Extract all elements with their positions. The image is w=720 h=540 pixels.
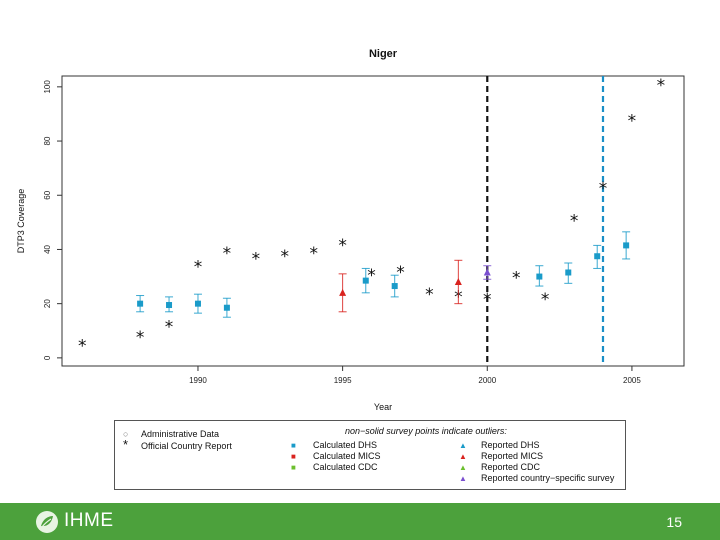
plot-frame [61,75,685,367]
data-point-star: * [512,269,521,289]
data-point-star: * [541,290,550,310]
page-number: 15 [666,514,682,530]
legend-symbol: * [123,437,129,452]
x-tick-label: 1995 [334,376,352,385]
legend-symbol: ■ [291,441,296,450]
legend-symbol: ▲ [459,452,467,461]
legend-symbol: ■ [291,463,296,472]
x-tick-label: 1990 [189,376,207,385]
data-point-star: * [367,266,376,286]
leaf-globe-icon-graphic [41,516,53,528]
data-point-square [194,300,201,307]
footer-bar: IHME 15 [0,503,720,540]
data-point-square [565,269,572,276]
legend-item-reported-cdc: ▲ Reported CDC [459,462,541,472]
legend-item-reported-dhs: ▲ Reported DHS [459,440,540,450]
y-axis-label: DTP3 Coverage [16,189,26,254]
x-tick-label: 2000 [478,376,496,385]
data-point-square [166,302,173,309]
data-point-square [362,277,369,284]
data-point-star: * [338,236,347,256]
data-point-star: * [396,263,405,283]
leaf-globe-icon [36,511,58,533]
data-point-star: * [483,290,492,310]
legend-item-calculated-dhs: ■ Calculated DHS [291,440,378,450]
x-tick-label: 2005 [623,376,641,385]
y-tick-label: 60 [43,190,52,199]
data-point-square [137,300,144,307]
legend-item-reported-country-specific-survey: ▲ Reported country−specific survey [459,473,615,483]
data-point-triangle [339,288,347,296]
data-point-square [391,283,398,290]
legend-title: non−solid survey points indicate outlier… [345,426,507,436]
data-point-star: * [309,244,318,264]
legend-symbol: ■ [291,452,296,461]
data-point-star: * [223,244,232,264]
legend-symbol: ○ [123,429,129,439]
data-point-star: * [252,250,261,270]
logo-text: IHME [64,510,114,531]
chart-title: Niger [369,48,398,60]
data-point-star: * [657,76,666,96]
data-point-star: * [628,111,637,131]
legend-symbol: ▲ [459,474,467,483]
legend-item-official-country-report: * Official Country Report [123,437,232,452]
data-point-star: * [281,247,290,267]
legend-symbol: ▲ [459,441,467,450]
y-tick-label: 20 [43,299,52,308]
data-point-square [594,253,601,260]
data-point-square [536,273,543,280]
y-tick-label: 40 [43,244,52,253]
x-axis-label: Year [374,402,392,412]
legend-item-administrative-data: ○ Administrative Data [123,429,220,439]
data-point-star: * [78,336,87,356]
y-tick-label: 80 [43,136,52,145]
data-point-star: * [194,258,203,278]
y-tick-label: 100 [43,80,52,94]
legend-item-calculated-mics: ■ Calculated MICS [291,451,381,461]
chart-svg: Niger 1990 1995 2000 2005 0 20 40 60 80 100 Year DTP… [16,48,685,412]
data-point-star: * [136,328,145,348]
legend: non−solid survey points indicate outlier… [114,420,626,490]
legend-item-calculated-cdc: ■ Calculated CDC [291,462,378,472]
data-point-triangle [483,268,491,276]
data-point-star: * [165,317,174,337]
data-point-star: * [570,212,579,232]
data-point-square [623,242,630,249]
legend-item-reported-mics: ▲ Reported MICS [459,451,544,461]
legend-symbol: ▲ [459,463,467,472]
data-point-square [223,304,230,311]
y-tick-label: 0 [43,355,52,360]
data-point-star: * [599,179,608,199]
data-point-triangle [454,277,462,285]
data-point-star: * [425,285,434,305]
